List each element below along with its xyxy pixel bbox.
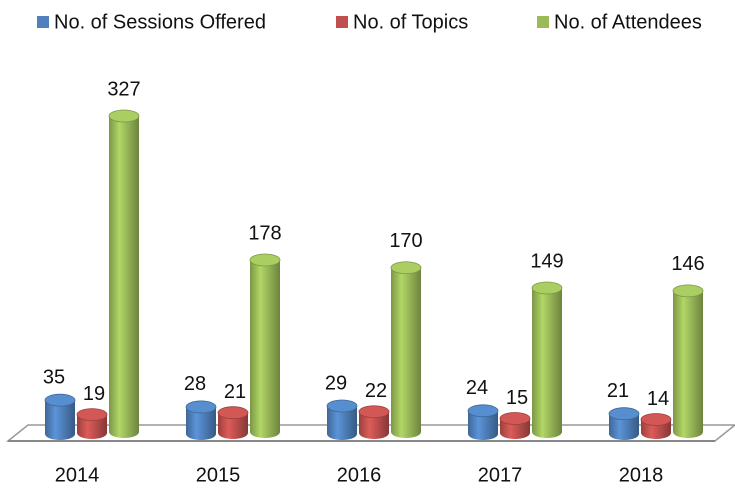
bar-top — [640, 413, 672, 426]
bar — [672, 284, 704, 438]
data-label: 327 — [107, 78, 140, 100]
bar — [499, 412, 531, 439]
bar-body — [532, 288, 562, 438]
bar-top — [76, 408, 108, 422]
data-label: 170 — [389, 230, 422, 252]
data-label: 29 — [325, 372, 347, 394]
bar — [44, 393, 76, 440]
bar — [531, 281, 563, 438]
bar-body — [45, 400, 75, 440]
x-tick-label: 2018 — [619, 464, 664, 486]
bar-top — [358, 405, 390, 419]
data-label: 14 — [647, 388, 669, 410]
x-tick-label: 2014 — [55, 464, 100, 486]
legend-label: No. of Attendees — [554, 11, 702, 33]
data-label: 28 — [184, 373, 206, 395]
legend-swatch — [336, 16, 348, 28]
bar — [76, 408, 108, 439]
data-label: 24 — [466, 377, 488, 399]
bar — [108, 109, 140, 438]
bar-body — [218, 412, 248, 439]
bar — [467, 404, 499, 440]
bar-body — [77, 414, 107, 439]
bar-top — [326, 399, 358, 413]
data-label: 146 — [671, 253, 704, 275]
x-tick-label: 2017 — [478, 464, 523, 486]
legend-swatch — [37, 16, 49, 28]
bar-top — [249, 253, 281, 267]
bar-body — [109, 116, 139, 438]
bar-body — [250, 259, 280, 438]
bar-body — [468, 410, 498, 440]
bar — [326, 399, 358, 440]
bar-top — [390, 261, 422, 275]
data-label: 149 — [530, 250, 563, 272]
data-label: 22 — [365, 380, 387, 402]
data-label: 19 — [83, 383, 105, 405]
bar-body — [391, 267, 421, 438]
bar — [217, 406, 249, 439]
bar-top — [531, 281, 563, 295]
bar-body — [359, 411, 389, 439]
x-tick-label: 2015 — [196, 464, 241, 486]
legend-label: No. of Sessions Offered — [54, 11, 266, 33]
legend-label: No. of Topics — [353, 11, 468, 33]
bar-top — [499, 412, 531, 425]
bar — [249, 253, 281, 438]
bar-top — [185, 400, 217, 414]
bar-top — [672, 284, 704, 298]
bar-body — [186, 406, 216, 440]
data-label: 15 — [506, 387, 528, 409]
bar — [358, 405, 390, 439]
bar-body — [327, 405, 357, 440]
bar-top — [44, 393, 76, 407]
bar-body — [609, 413, 639, 440]
data-label: 35 — [43, 366, 65, 388]
legend-swatch — [537, 16, 549, 28]
bar-top — [108, 109, 140, 123]
bar-top — [217, 406, 249, 420]
x-tick-label: 2016 — [337, 464, 382, 486]
data-label: 21 — [607, 380, 629, 402]
bar-body — [673, 290, 703, 438]
data-label: 21 — [224, 381, 246, 403]
bar-top — [467, 404, 499, 418]
bar — [640, 413, 672, 439]
bar — [185, 400, 217, 440]
bar — [390, 261, 422, 438]
bar — [608, 407, 640, 440]
data-label: 178 — [248, 222, 281, 244]
bar-top — [608, 407, 640, 421]
